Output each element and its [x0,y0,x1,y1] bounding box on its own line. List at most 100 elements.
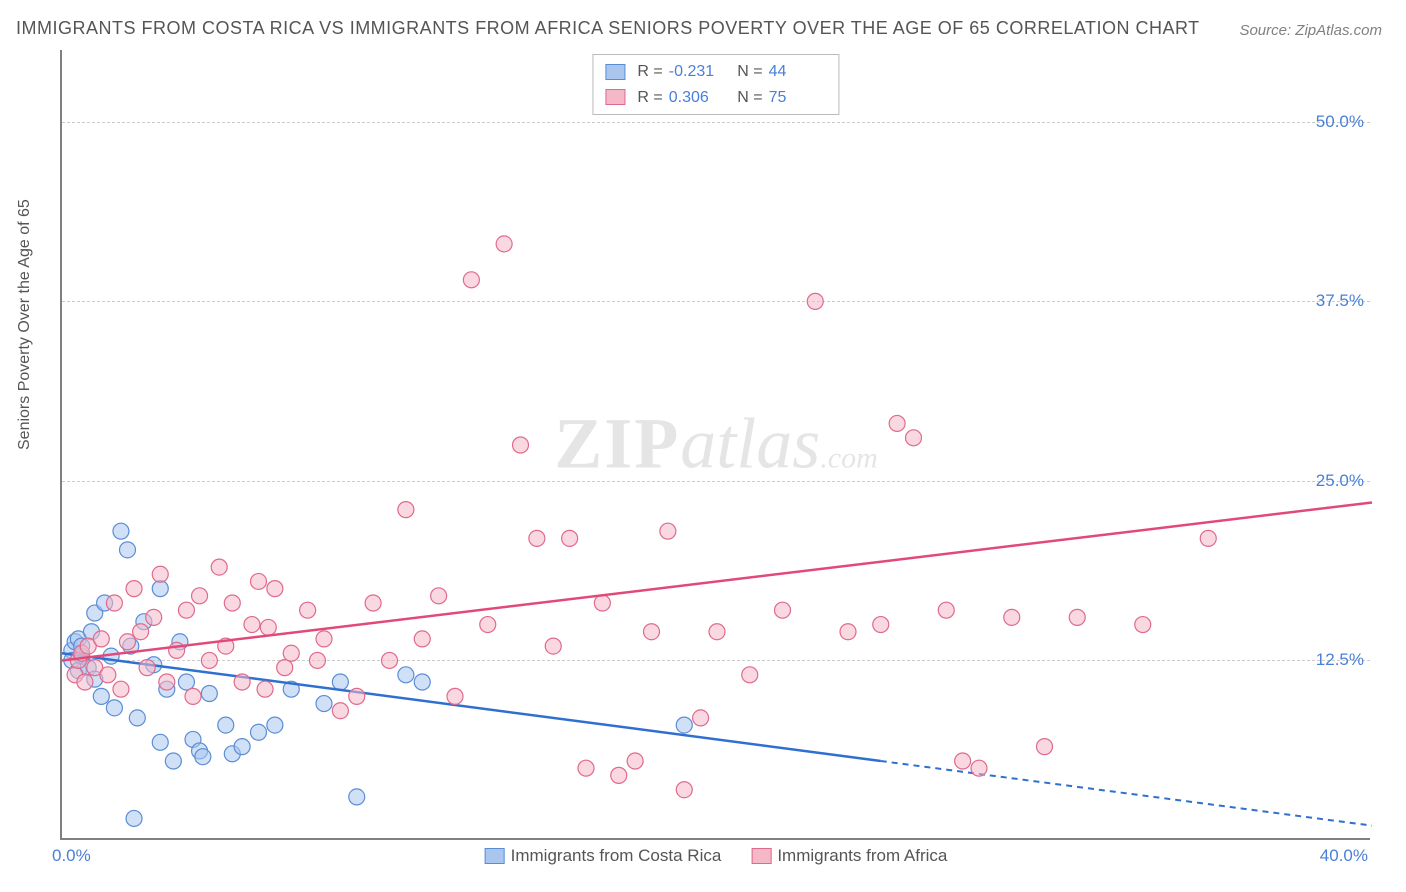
n-value-1: 44 [769,59,827,85]
data-point [1135,617,1151,633]
data-point [447,688,463,704]
data-point [398,502,414,518]
data-point [840,624,856,640]
data-point [807,293,823,309]
data-point [309,652,325,668]
data-point [693,710,709,726]
data-point [106,595,122,611]
correlation-legend: R = -0.231 N = 44 R = 0.306 N = 75 [592,54,839,115]
plot-area: ZIPatlas.com 12.5%25.0%37.5%50.0% R = -0… [60,50,1370,840]
data-point [1004,609,1020,625]
data-point [283,645,299,661]
data-point [234,739,250,755]
chart-svg [62,50,1370,838]
chart-title: IMMIGRANTS FROM COSTA RICA VS IMMIGRANTS… [16,18,1200,39]
r-value-2: 0.306 [669,85,727,111]
data-point [627,753,643,769]
data-point [382,652,398,668]
data-point [480,617,496,633]
data-point [218,717,234,733]
data-point [251,573,267,589]
data-point [260,619,276,635]
source-label: Source: ZipAtlas.com [1239,22,1382,39]
data-point [1037,739,1053,755]
swatch-icon [485,848,505,864]
data-point [152,566,168,582]
data-point [211,559,227,575]
x-tick-label: 40.0% [1320,846,1368,866]
data-point [267,717,283,733]
y-axis-label: Seniors Poverty Over the Age of 65 [16,199,34,450]
data-point [332,703,348,719]
legend-row-series-2: R = 0.306 N = 75 [605,85,826,111]
swatch-series-2 [605,89,625,105]
data-point [742,667,758,683]
data-point [332,674,348,690]
series-legend: Immigrants from Costa Rica Immigrants fr… [485,846,948,866]
data-point [660,523,676,539]
data-point [955,753,971,769]
swatch-series-1 [605,64,625,80]
data-point [195,749,211,765]
x-tick-label: 0.0% [52,846,91,866]
data-point [431,588,447,604]
data-point [971,760,987,776]
data-point [159,674,175,690]
trend-line [62,653,881,761]
data-point [398,667,414,683]
data-point [139,660,155,676]
data-point [365,595,381,611]
data-point [906,430,922,446]
data-point [316,696,332,712]
data-point [106,700,122,716]
data-point [77,674,93,690]
data-point [709,624,725,640]
data-point [201,652,217,668]
data-point [1200,530,1216,546]
data-point [496,236,512,252]
data-point [277,660,293,676]
data-point [414,631,430,647]
data-point [113,681,129,697]
data-point [676,717,692,733]
data-point [594,595,610,611]
data-point [93,631,109,647]
data-point [251,724,267,740]
data-point [611,767,627,783]
data-point [300,602,316,618]
data-point [192,588,208,604]
legend-item-1: Immigrants from Costa Rica [485,846,722,866]
n-value-2: 75 [769,85,827,111]
data-point [873,617,889,633]
data-point [224,595,240,611]
data-point [113,523,129,539]
data-point [513,437,529,453]
data-point [578,760,594,776]
data-point [463,272,479,288]
data-point [165,753,181,769]
data-point [120,634,136,650]
data-point [146,609,162,625]
data-point [201,685,217,701]
data-point [938,602,954,618]
data-point [529,530,545,546]
data-point [257,681,273,697]
data-point [676,782,692,798]
data-point [889,415,905,431]
data-point [126,581,142,597]
legend-item-2: Immigrants from Africa [751,846,947,866]
data-point [93,688,109,704]
data-point [414,674,430,690]
data-point [775,602,791,618]
data-point [133,624,149,640]
data-point [349,789,365,805]
series-2-name: Immigrants from Africa [777,846,947,866]
trend-line-extrapolated [881,761,1372,826]
data-point [234,674,250,690]
data-point [644,624,660,640]
data-point [185,688,201,704]
data-point [152,734,168,750]
data-point [129,710,145,726]
data-point [267,581,283,597]
data-point [562,530,578,546]
